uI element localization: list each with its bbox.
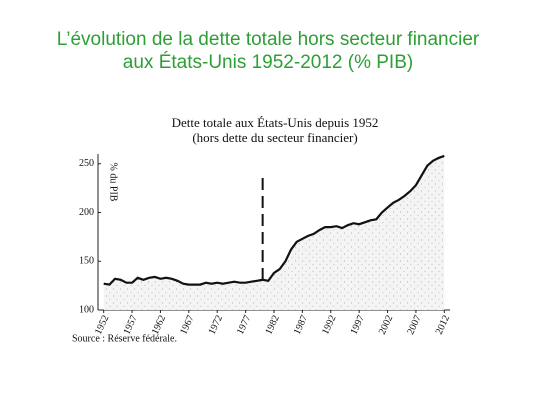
x-tick-label: 1997 <box>349 314 367 337</box>
x-tick-label: 2002 <box>377 314 395 337</box>
source-note: Source : Réserve fédérale. <box>72 333 177 344</box>
x-tick-label: 2012 <box>434 314 452 337</box>
x-tick-label: 1987 <box>292 314 310 337</box>
y-tick-label: 100 <box>79 304 94 315</box>
area <box>103 155 445 310</box>
x-tick-label: 2007 <box>405 314 423 337</box>
x-tick-label: 1972 <box>207 314 225 337</box>
y-axis-label: % du PIB <box>108 163 119 202</box>
x-tick-label: 1992 <box>320 314 338 337</box>
x-tick-label: 1982 <box>263 314 281 337</box>
y-tick-label: 200 <box>79 207 94 218</box>
line <box>103 154 445 286</box>
slide-title: aux États-Unis 1952-2012 (% PIB) <box>123 52 413 73</box>
slide-title: L’évolution de la dette totale hors sect… <box>57 29 480 50</box>
y-tick-label: 150 <box>79 256 94 267</box>
chart-subtitle: (hors dette du secteur financier) <box>192 130 357 145</box>
chart-title: Dette totale aux États-Unis depuis 1952 <box>172 115 379 130</box>
x-tick-label: 1977 <box>235 314 253 337</box>
y-tick-label: 250 <box>79 158 94 169</box>
x-tick-label: 1967 <box>178 314 196 337</box>
